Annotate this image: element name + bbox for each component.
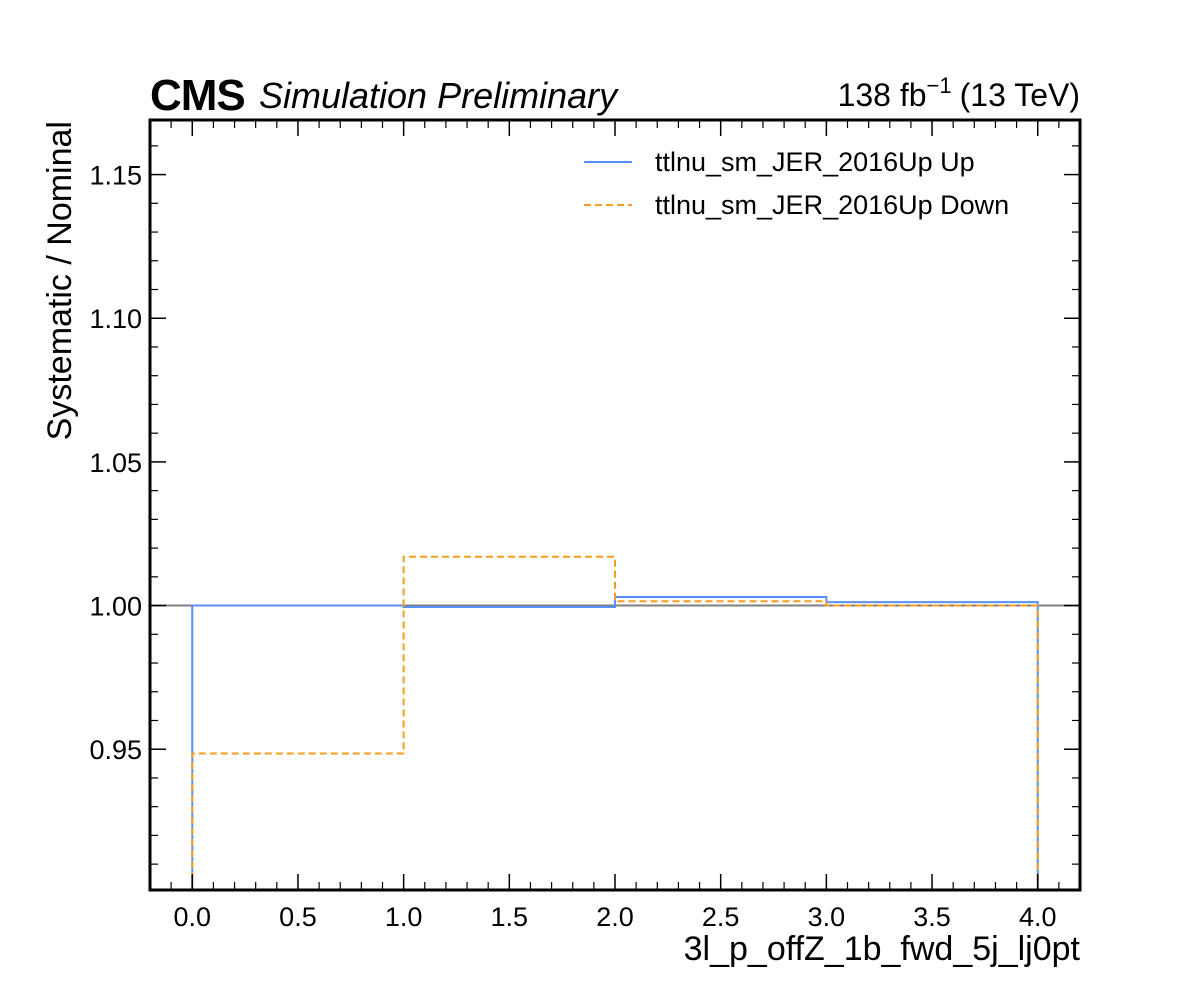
legend-entry-down: ttlnu_sm_JER_2016Up Down [584,190,1009,220]
plot-area: 0.0 0.5 1.0 1.5 2.0 2.5 3.0 3.5 4.0 0.95 1.00 1.05 1… [89,118,1082,932]
y-tick-label-2: 1.05 [89,448,142,478]
cms-label: CMS [150,71,245,120]
y-tick-label-0: 0.95 [89,735,142,765]
legend: ttlnu_sm_JER_2016Up Up ttlnu_sm_JER_2016… [584,147,1009,220]
y-tick-label-1: 1.00 [89,592,142,622]
legend-label-up: ttlnu_sm_JER_2016Up Up [655,147,975,177]
status-label: Simulation Preliminary [259,75,619,116]
lumi-exponent: −1 [927,73,952,98]
lumi-value: 138 fb [838,77,927,113]
plot-frame [148,118,1082,892]
y-tick-label-4: 1.15 [89,161,142,191]
x-tick-label-7: 3.5 [913,902,951,932]
y-tick-label-3: 1.10 [89,304,142,334]
x-tick-label-4: 2.0 [596,902,634,932]
legend-entry-up: ttlnu_sm_JER_2016Up Up [584,147,975,177]
series-line-0 [191,595,1039,890]
x-axis-label: 3l_p_offZ_1b_fwd_5j_lj0pt [684,930,1081,968]
legend-label-down: ttlnu_sm_JER_2016Up Down [655,190,1009,220]
x-tick-label-6: 3.0 [808,902,846,932]
x-tick-label-1: 0.5 [279,902,317,932]
series-line-1 [191,555,1039,890]
y-axis-label: Systematic / Nominal [41,121,79,440]
x-tick-label-2: 1.0 [385,902,423,932]
x-tick-label-0: 0.0 [173,902,211,932]
x-tick-label-3: 1.5 [491,902,529,932]
lumi-energy: (13 TeV) [960,77,1080,113]
lumi-label: 138 fb−1 (13 TeV) [838,73,1080,113]
x-tick-label-5: 2.5 [702,902,740,932]
x-tick-label-8: 4.0 [1019,902,1057,932]
